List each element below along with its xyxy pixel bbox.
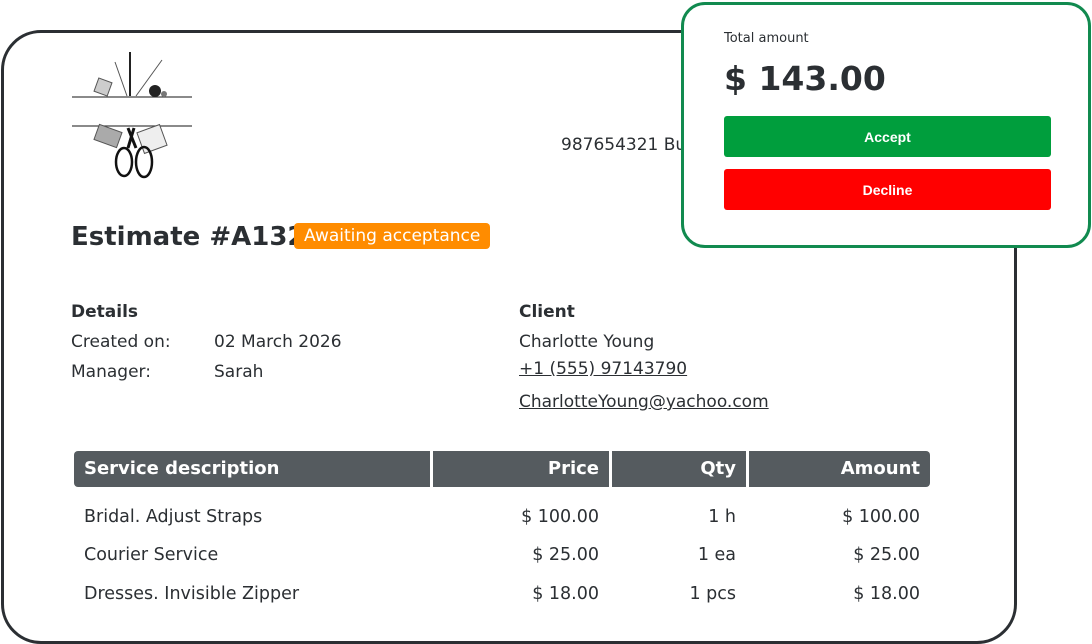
- manager-value: Sarah: [214, 362, 264, 382]
- status-badge: Awaiting acceptance: [294, 223, 491, 249]
- cell-qty: 1 ea: [697, 545, 736, 565]
- total-label: Total amount: [724, 31, 809, 46]
- cell-price: $ 18.00: [532, 584, 599, 604]
- column-header: Qty: [612, 451, 746, 487]
- cell-amount: $ 100.00: [842, 507, 920, 527]
- column-header: Price: [433, 451, 609, 487]
- total-amount: $ 143.00: [724, 59, 886, 98]
- page-title: Estimate #A132: [71, 222, 306, 252]
- business-address: 987654321 Bu: [561, 135, 687, 155]
- details-heading: Details: [71, 302, 139, 322]
- cell-price: $ 25.00: [532, 545, 599, 565]
- cell-description: Courier Service: [84, 545, 219, 565]
- column-header: Service description: [74, 451, 430, 487]
- cell-amount: $ 25.00: [853, 545, 920, 565]
- cell-qty: 1 pcs: [689, 584, 736, 604]
- client-phone-link[interactable]: +1 (555) 97143790: [519, 359, 688, 379]
- table-row: Bridal. Adjust Straps $ 100.00 1 h $ 100…: [74, 507, 930, 527]
- client-heading: Client: [519, 302, 575, 322]
- cell-amount: $ 18.00: [853, 584, 920, 604]
- decline-button[interactable]: Decline: [724, 169, 1051, 210]
- cell-description: Dresses. Invisible Zipper: [84, 584, 300, 604]
- table-row: Dresses. Invisible Zipper $ 18.00 1 pcs …: [74, 584, 930, 604]
- total-panel: Total amount $ 143.00 Accept Decline: [681, 2, 1091, 248]
- column-header: Amount: [749, 451, 930, 487]
- client-name: Charlotte Young: [519, 332, 655, 352]
- accept-button[interactable]: Accept: [724, 116, 1051, 157]
- table-header: Service description Price Qty Amount: [74, 451, 930, 487]
- client-email-link[interactable]: CharlotteYoung@yachoo.com: [519, 392, 769, 412]
- cell-description: Bridal. Adjust Straps: [84, 507, 263, 527]
- manager-label: Manager:: [71, 362, 151, 382]
- cell-price: $ 100.00: [521, 507, 599, 527]
- created-label: Created on:: [71, 332, 171, 352]
- sewing-logo: [72, 52, 192, 179]
- table-row: Courier Service $ 25.00 1 ea $ 25.00: [74, 545, 930, 565]
- created-value: 02 March 2026: [214, 332, 342, 352]
- cell-qty: 1 h: [708, 507, 736, 527]
